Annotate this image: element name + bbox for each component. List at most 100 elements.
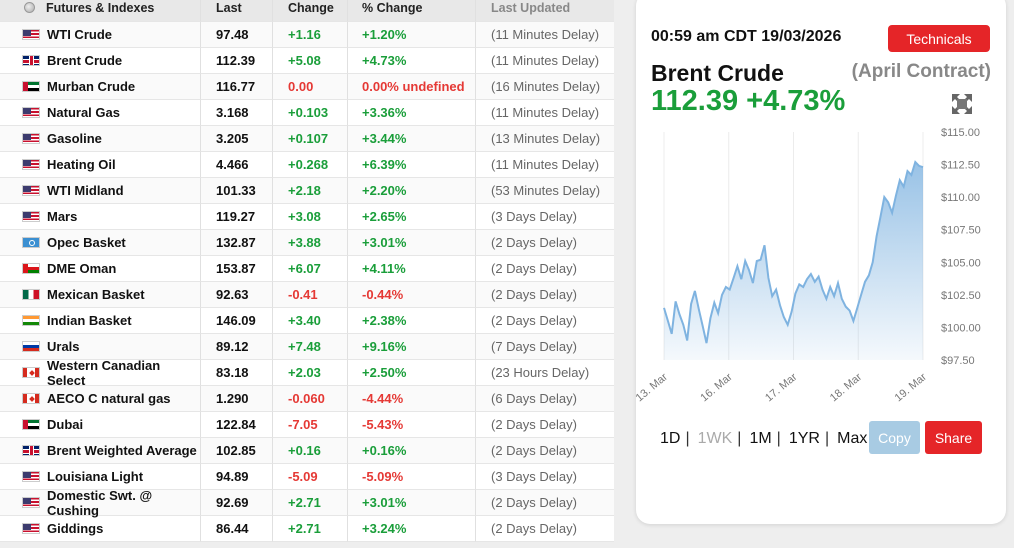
table-row[interactable]: WTI Crude 97.48 +1.16 +1.20% (11 Minutes Del… [0, 22, 614, 48]
row-pct: +3.24% [348, 516, 476, 542]
row-pct: +2.50% [348, 360, 476, 386]
row-name[interactable]: Dubai [0, 412, 201, 438]
table-row[interactable]: Brent Crude 112.39 +5.08 +4.73% (11 Minutes … [0, 48, 614, 74]
header-name[interactable]: Futures & Indexes [0, 0, 201, 22]
share-button[interactable]: Share [925, 421, 982, 454]
row-name[interactable]: Western Canadian Select [0, 358, 201, 388]
uae-flag-icon [22, 81, 40, 92]
table-header: Futures & Indexes Last Change % Change L… [0, 0, 614, 22]
table-row[interactable]: Giddings 86.44 +2.71 +3.24% (2 Days Delay) [0, 516, 614, 542]
header-updated[interactable]: Last Updated [476, 0, 614, 22]
row-name[interactable]: Mexican Basket [0, 282, 201, 308]
row-name[interactable]: Natural Gas [0, 100, 201, 126]
row-last: 4.466 [201, 152, 273, 178]
copy-button[interactable]: Copy [869, 421, 920, 454]
price-line [663, 160, 924, 344]
price-chart[interactable]: $115.00 $112.50 $110.00 $107.50 $105.00 $102.… [636, 122, 1006, 422]
row-name[interactable]: AECO C natural gas [0, 386, 201, 412]
header-change[interactable]: Change [273, 0, 348, 22]
table-row[interactable]: Natural Gas 3.168 +0.103 +3.36% (11 Minutes … [0, 100, 614, 126]
row-name-label: Gasoline [47, 131, 102, 146]
row-name[interactable]: Heating Oil [0, 152, 201, 178]
technicals-button[interactable]: Technicals [888, 25, 990, 52]
y-tick-label: $97.50 [941, 355, 975, 367]
india-flag-icon [22, 315, 40, 326]
row-updated: (16 Minutes Delay) [476, 74, 614, 100]
row-updated: (3 Days Delay) [476, 464, 614, 490]
range-1m[interactable]: 1M [749, 430, 772, 447]
row-change: +0.103 [273, 100, 348, 126]
row-last: 1.290 [201, 386, 273, 412]
table-row[interactable]: Louisiana Light 94.89 -5.09 -5.09% (3 Days D… [0, 464, 614, 490]
table-row[interactable]: Mars 119.27 +3.08 +2.65% (3 Days Delay) [0, 204, 614, 230]
row-name[interactable]: WTI Crude [0, 22, 201, 48]
table-row[interactable]: Opec Basket 132.87 +3.88 +3.01% (2 Days Dela… [0, 230, 614, 256]
table-row[interactable]: Urals 89.12 +7.48 +9.16% (7 Days Delay) [0, 334, 614, 360]
range-1wk[interactable]: 1WK [697, 430, 733, 447]
range-1d[interactable]: 1D [660, 430, 681, 447]
table-row[interactable]: Western Canadian Select 83.18 +2.03 +2.50%(… [0, 358, 614, 388]
table-row[interactable]: Mexican Basket 92.63 -0.41 -0.44% (2 Days De… [0, 282, 614, 308]
table-row[interactable]: Dubai 122.84 -7.05 -5.43% (2 Days Delay) [0, 412, 614, 438]
us-flag-icon [22, 497, 40, 508]
row-name[interactable]: Brent Weighted Average [0, 438, 201, 464]
quote-contract: (April Contract) [851, 61, 991, 82]
header-pct[interactable]: % Change [348, 0, 476, 22]
y-tick-label: $112.50 [941, 160, 980, 172]
row-change: +0.16 [273, 438, 348, 464]
row-name-label: WTI Midland [47, 183, 124, 198]
row-name[interactable]: Brent Crude [0, 48, 201, 74]
row-name[interactable]: Murban Crude [0, 74, 201, 100]
row-change: +3.08 [273, 204, 348, 230]
row-name[interactable]: Louisiana Light [0, 464, 201, 490]
row-last: 119.27 [201, 204, 273, 230]
table-row[interactable]: Domestic Swt. @ Cushing 92.69 +2.71 +3.01%(… [0, 488, 614, 518]
row-name-label: Brent Weighted Average [47, 443, 197, 458]
x-tick-label: 18. Mar [828, 371, 865, 404]
range-1yr[interactable]: 1YR [788, 430, 820, 447]
row-name[interactable]: Indian Basket [0, 308, 201, 334]
table-row[interactable]: Heating Oil 4.466 +0.268 +6.39% (11 Minutes … [0, 152, 614, 178]
table-row[interactable]: AECO C natural gas 1.290 -0.060 -4.44% (6 Da… [0, 386, 614, 412]
canada-flag-icon [22, 393, 40, 404]
row-updated: (2 Days Delay) [476, 516, 614, 542]
row-change: +7.48 [273, 334, 348, 360]
row-change: +6.07 [273, 256, 348, 282]
row-last: 92.63 [201, 282, 273, 308]
row-name[interactable]: Mars [0, 204, 201, 230]
table-row[interactable]: Murban Crude 116.77 0.00 0.00% undefined (16… [0, 74, 614, 100]
row-pct: +4.11% [348, 256, 476, 282]
x-tick-label: 19. Mar [893, 371, 930, 404]
row-name[interactable]: Gasoline [0, 126, 201, 152]
table-row[interactable]: Gasoline 3.205 +0.107 +3.44% (13 Minutes Del… [0, 126, 614, 152]
row-pct: +3.44% [348, 126, 476, 152]
row-last: 83.18 [201, 360, 273, 386]
row-name-label: Mexican Basket [47, 287, 145, 302]
row-last: 89.12 [201, 334, 273, 360]
table-row[interactable]: Indian Basket 146.09 +3.40 +2.38% (2 Days De… [0, 308, 614, 334]
x-tick-label: 16. Mar [698, 371, 735, 404]
row-updated: (2 Days Delay) [476, 490, 614, 516]
row-pct: +2.20% [348, 178, 476, 204]
row-last: 94.89 [201, 464, 273, 490]
table-body: WTI Crude 97.48 +1.16 +1.20% (11 Minutes Del… [0, 22, 614, 542]
row-name[interactable]: Urals [0, 334, 201, 360]
area-fill [664, 162, 923, 360]
row-name[interactable]: Giddings [0, 516, 201, 542]
range-max[interactable]: Max [837, 430, 868, 447]
row-name[interactable]: WTI Midland [0, 178, 201, 204]
table-row[interactable]: DME Oman 153.87 +6.07 +4.11% (2 Days Delay) [0, 256, 614, 282]
row-name-label: DME Oman [47, 261, 117, 276]
y-tick-label: $105.00 [941, 257, 981, 269]
header-last[interactable]: Last [201, 0, 273, 22]
row-name[interactable]: Opec Basket [0, 230, 201, 256]
uk-flag-icon [22, 445, 40, 456]
table-row[interactable]: WTI Midland 101.33 +2.18 +2.20% (53 Minutes … [0, 178, 614, 204]
y-tick-label: $115.00 [941, 127, 980, 139]
row-name[interactable]: Domestic Swt. @ Cushing [0, 488, 201, 518]
y-tick-label: $110.00 [941, 192, 980, 204]
row-pct: +3.36% [348, 100, 476, 126]
table-row[interactable]: Brent Weighted Average 102.85 +0.16 +0.16%(… [0, 438, 614, 464]
expand-arrows-icon[interactable] [950, 92, 974, 116]
row-name[interactable]: DME Oman [0, 256, 201, 282]
